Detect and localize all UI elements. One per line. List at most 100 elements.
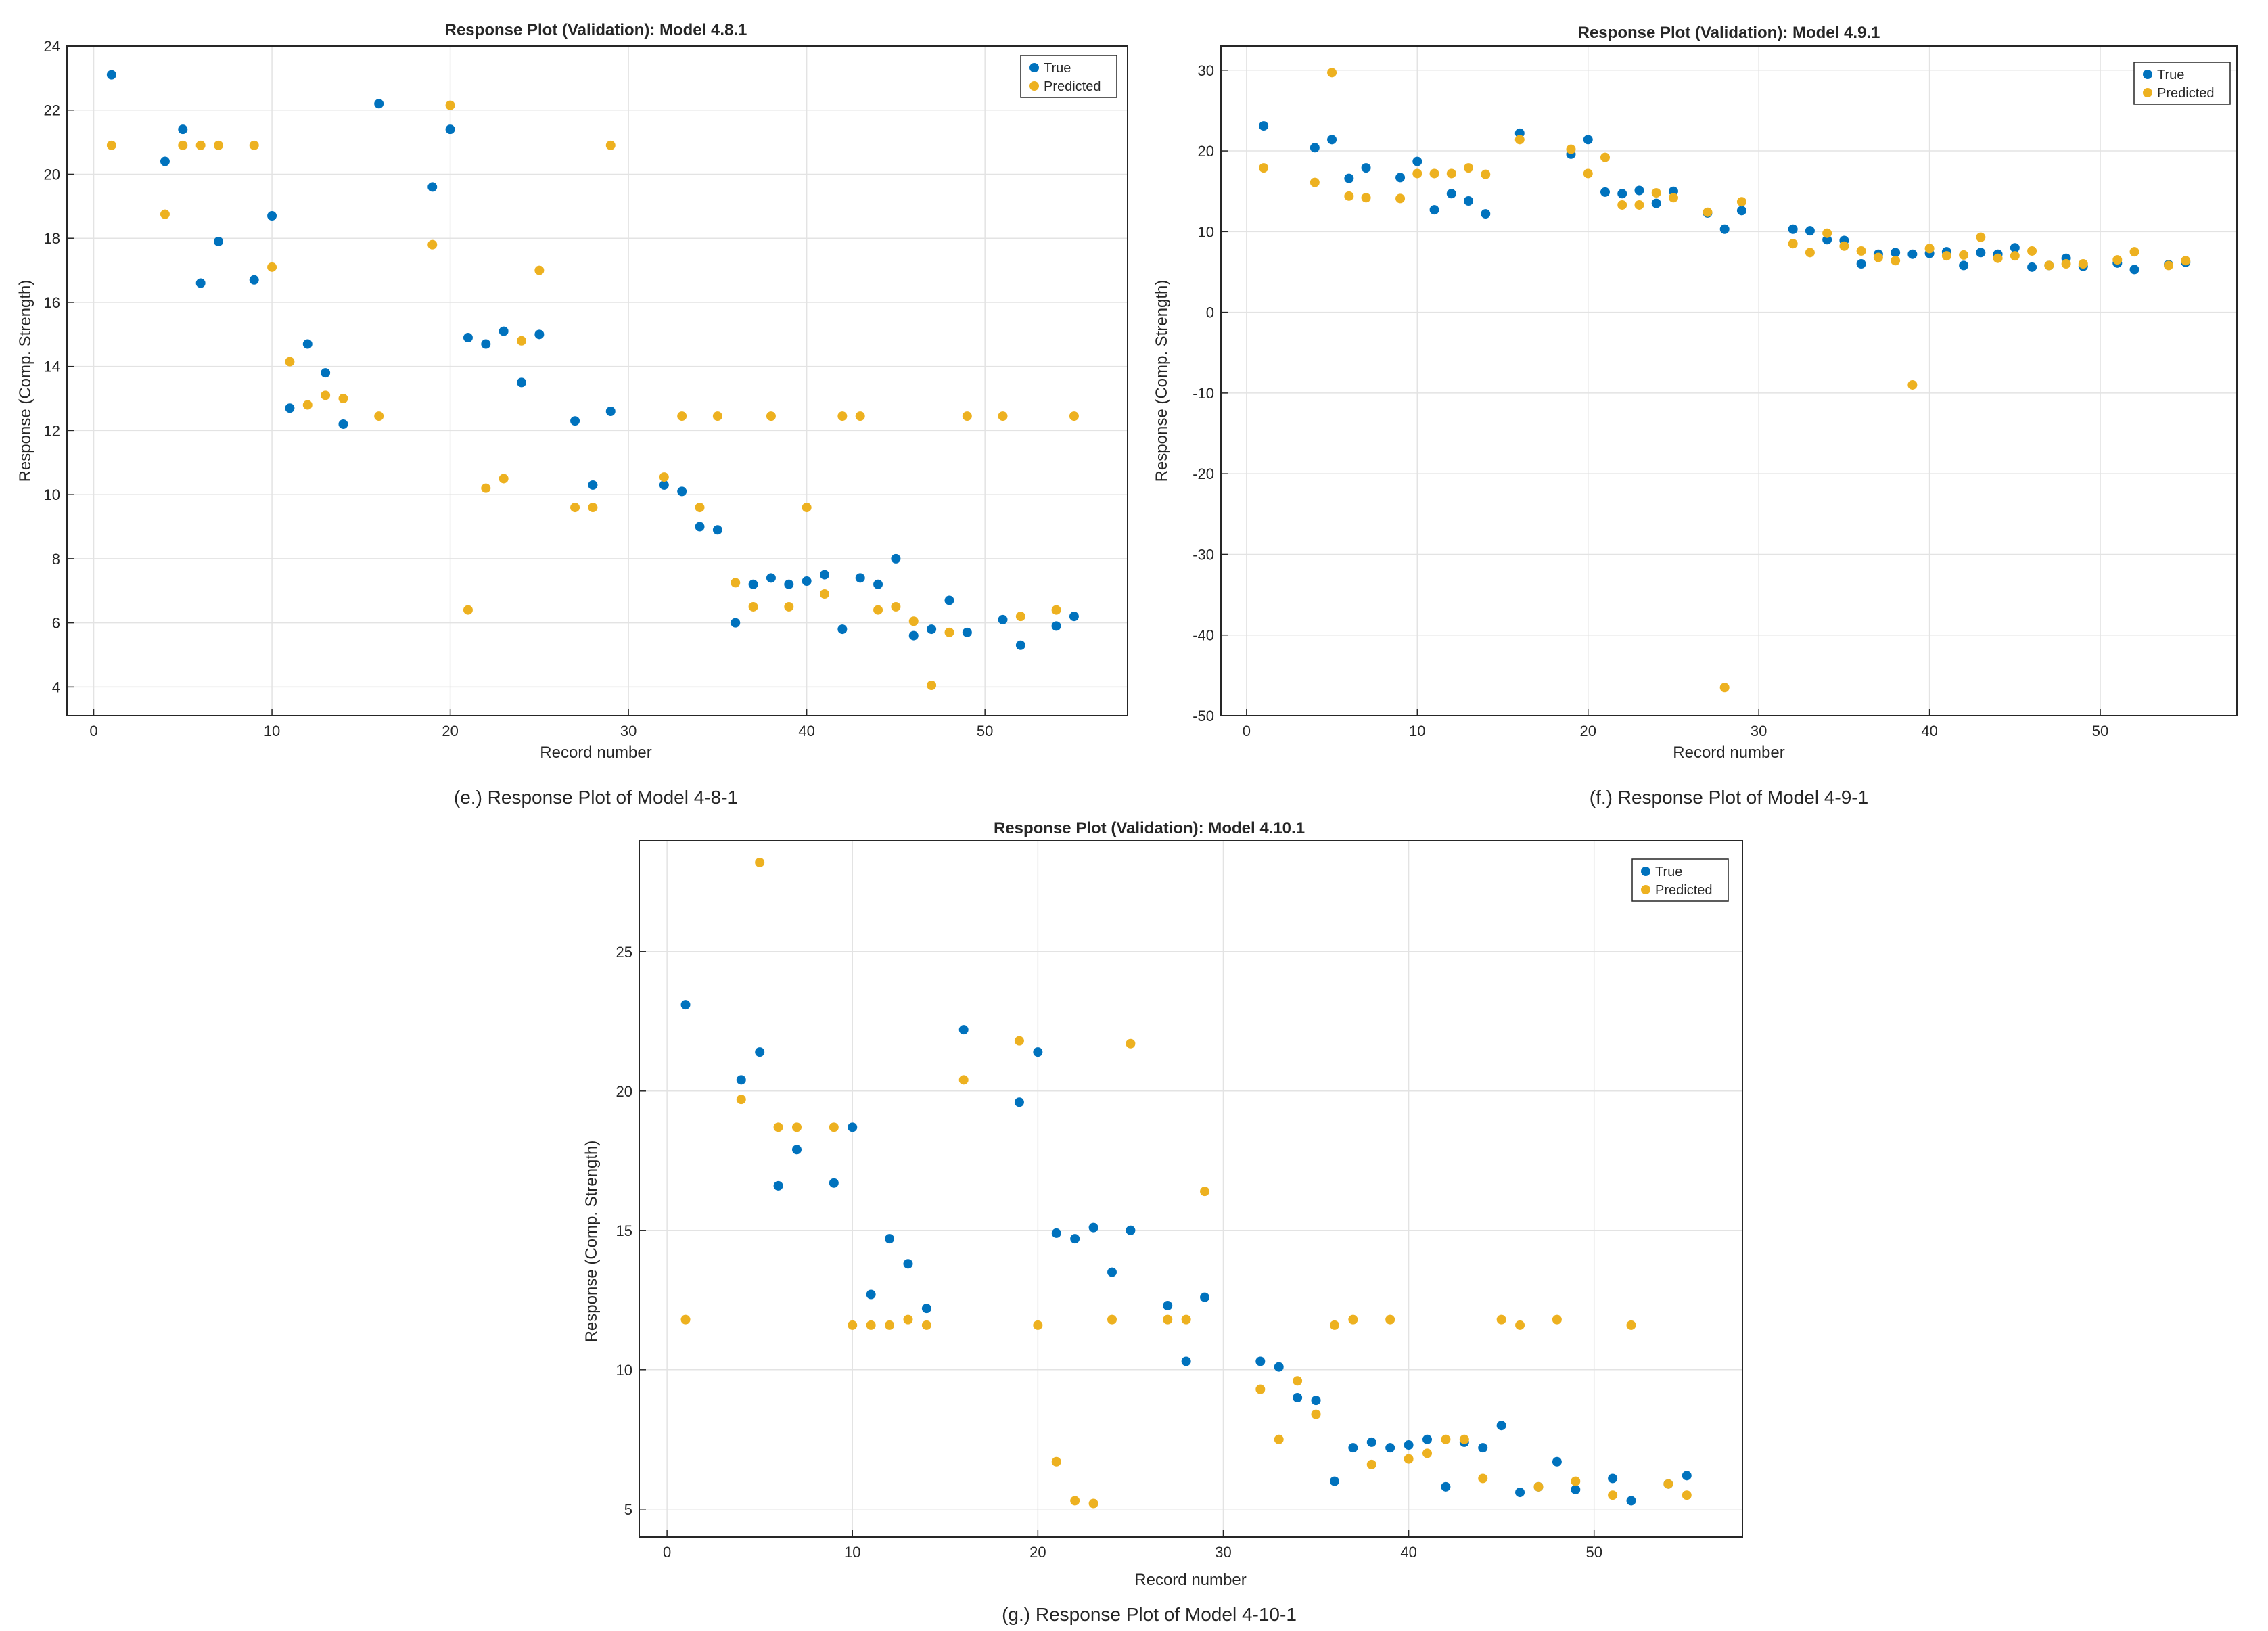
point-predicted-f [1395, 193, 1406, 204]
point-predicted-g [903, 1314, 913, 1325]
legend-label-true-e: True [1044, 61, 1071, 76]
point-true-e [588, 480, 598, 490]
x-tick-label-f: 50 [2092, 722, 2108, 739]
point-true-g [792, 1145, 802, 1155]
y-tick-label-g: 5 [624, 1501, 632, 1518]
point-true-e [534, 329, 545, 340]
y-tick-label-f: 0 [1206, 304, 1214, 321]
point-predicted-g [921, 1320, 931, 1330]
title-f: Response Plot (Validation): Model 4.9.1 [1578, 24, 1880, 42]
x-tick-label-g: 20 [1029, 1544, 1046, 1561]
point-true-g [1033, 1047, 1043, 1057]
point-true-g [1626, 1496, 1636, 1506]
point-predicted-f [1668, 193, 1678, 203]
point-predicted-f [1634, 200, 1644, 210]
point-predicted-g [1478, 1473, 1488, 1484]
point-true-g [958, 1025, 969, 1035]
y-tick-label-g: 10 [616, 1362, 632, 1379]
point-predicted-e [891, 601, 901, 612]
point-predicted-f [1429, 168, 1439, 179]
axes-box-g [639, 840, 1743, 1538]
point-predicted-g [1626, 1320, 1636, 1330]
point-predicted-g [1051, 1456, 1061, 1467]
point-predicted-f [1959, 250, 1969, 260]
point-predicted-e [160, 209, 170, 219]
point-predicted-g [792, 1122, 802, 1132]
caption-e: (e.) Response Plot of Model 4-8-1 [454, 787, 738, 808]
point-predicted-e [837, 411, 848, 421]
y-tick-label-e: 6 [52, 615, 60, 632]
y-tick-label-e: 14 [44, 359, 60, 375]
point-true-e [302, 339, 313, 349]
point-true-g [773, 1180, 783, 1191]
point-predicted-f [1856, 246, 1866, 256]
point-predicted-f [1839, 241, 1849, 251]
point-true-g [1070, 1234, 1080, 1244]
point-predicted-g [1422, 1448, 1432, 1458]
legend-label-predicted-f: Predicted [2157, 86, 2215, 101]
point-true-g [1682, 1471, 1692, 1481]
x-tick-label-f: 10 [1409, 722, 1425, 739]
point-predicted-e [534, 265, 545, 275]
legend-marker-true-g [1641, 867, 1650, 876]
axes-box-f [1220, 45, 2238, 716]
point-predicted-f [1566, 144, 1576, 154]
point-true-e [178, 124, 188, 135]
point-predicted-e [321, 390, 331, 400]
point-true-g [1515, 1488, 1525, 1498]
point-predicted-f [1583, 168, 1593, 179]
point-predicted-g [1682, 1490, 1692, 1500]
point-true-f [1600, 187, 1610, 197]
point-true-e [427, 182, 438, 192]
y-tick-label-f: -30 [1193, 546, 1214, 563]
legend-box-e [1020, 55, 1117, 98]
point-predicted-e [1015, 612, 1025, 622]
point-true-e [321, 368, 331, 378]
point-predicted-g [1126, 1038, 1136, 1049]
point-true-e [570, 416, 580, 426]
point-true-g [1404, 1440, 1414, 1450]
x-tick-label-e: 0 [89, 722, 97, 739]
point-predicted-e [481, 483, 491, 493]
point-predicted-f [2164, 260, 2174, 271]
point-predicted-f [1412, 168, 1422, 179]
point-true-g [1385, 1443, 1395, 1453]
x-tick-label-e: 10 [264, 722, 280, 739]
point-predicted-e [784, 601, 794, 612]
y-tick-label-e: 10 [44, 486, 60, 503]
x-tick-label-e: 40 [798, 722, 814, 739]
point-predicted-f [1805, 248, 1815, 258]
title-g: Response Plot (Validation): Model 4.10.1 [994, 819, 1305, 837]
point-true-e [106, 70, 116, 80]
y-tick-label-f: -50 [1193, 708, 1214, 725]
point-predicted-e [427, 239, 438, 250]
point-true-e [748, 579, 758, 589]
legend-box-f [2133, 62, 2231, 105]
point-true-f [1651, 198, 1661, 208]
point-predicted-g [755, 857, 765, 867]
point-true-g [866, 1289, 876, 1300]
point-predicted-f [1873, 252, 1883, 262]
point-predicted-f [1993, 253, 2003, 263]
point-predicted-e [712, 411, 722, 421]
title-e: Response Plot (Validation): Model 4.8.1 [445, 21, 747, 39]
legend-label-true-g: True [1655, 865, 1682, 879]
point-predicted-e [338, 394, 348, 404]
point-predicted-f [1617, 200, 1627, 210]
point-true-f [1891, 248, 1901, 258]
point-true-g [1552, 1456, 1562, 1467]
point-true-g [1366, 1437, 1376, 1447]
panel-g: Response Plot (Validation): Model 4.10.1… [582, 819, 1743, 1625]
point-true-e [677, 486, 687, 497]
point-predicted-e [873, 605, 883, 615]
point-true-e [802, 576, 812, 587]
point-true-f [2129, 265, 2139, 275]
y-tick-label-g: 25 [616, 944, 632, 961]
point-predicted-g [885, 1320, 895, 1330]
caption-f: (f.) Response Plot of Model 4-9-1 [1590, 787, 1868, 808]
point-predicted-g [1404, 1454, 1414, 1464]
point-predicted-f [1907, 380, 1918, 390]
grid-g [639, 840, 1742, 1537]
point-true-g [921, 1304, 931, 1314]
x-tick-label-g: 50 [1586, 1544, 1602, 1561]
